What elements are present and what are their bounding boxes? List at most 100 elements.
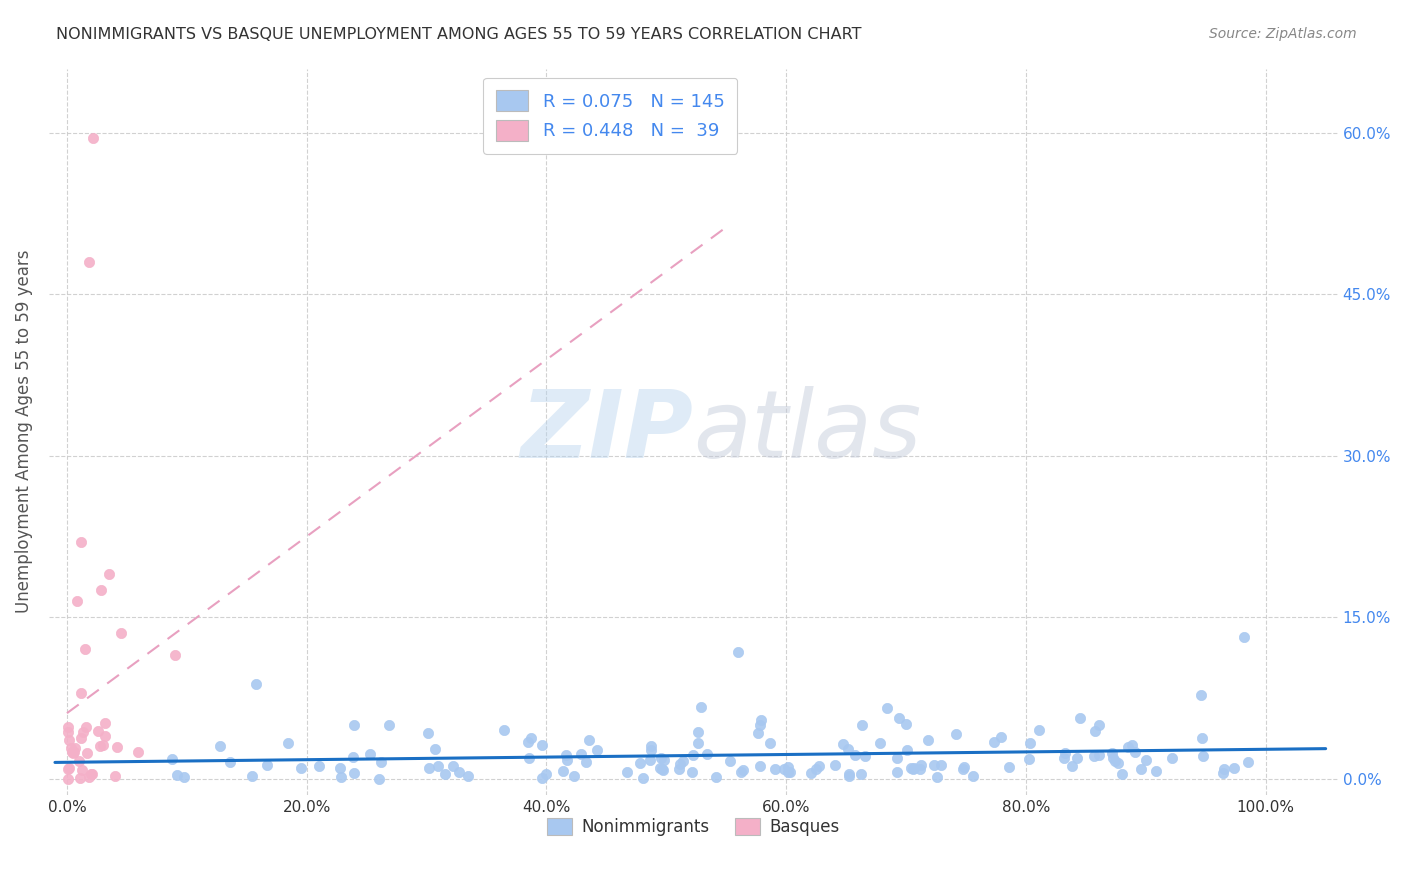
Point: [903, 761, 925, 775]
Point: [245, 677, 267, 691]
Point: [983, 735, 1005, 749]
Point: [924, 758, 946, 772]
Point: [94, 729, 117, 743]
Point: [89, 583, 111, 598]
Point: [832, 737, 855, 751]
Point: [1104, 754, 1126, 768]
Point: [492, 723, 515, 737]
Point: [208, 739, 231, 753]
Point: [758, 736, 780, 750]
Point: [86, 723, 108, 738]
Point: [56, 724, 79, 739]
Point: [779, 765, 801, 780]
Point: [901, 762, 924, 776]
Point: [886, 751, 908, 765]
Text: ZIP: ZIP: [520, 385, 693, 477]
Point: [908, 762, 931, 776]
Point: [731, 763, 754, 777]
Point: [945, 727, 967, 741]
Point: [1222, 761, 1244, 775]
Point: [56, 772, 79, 786]
Point: [704, 770, 727, 784]
Point: [418, 761, 440, 775]
Point: [1066, 751, 1088, 765]
Point: [747, 726, 769, 740]
Point: [359, 747, 381, 761]
Point: [776, 759, 799, 773]
Point: [72, 724, 94, 739]
Point: [94, 716, 117, 731]
Point: [990, 730, 1012, 744]
Point: [520, 731, 543, 746]
Point: [1118, 739, 1140, 754]
Point: [1083, 748, 1105, 763]
Point: [1233, 630, 1256, 644]
Point: [672, 754, 695, 768]
Legend: Nonimmigrants, Basques: Nonimmigrants, Basques: [538, 810, 848, 845]
Point: [89, 739, 111, 754]
Point: [844, 747, 866, 762]
Point: [530, 771, 553, 785]
Point: [869, 736, 891, 750]
Point: [652, 753, 675, 767]
Point: [77, 770, 100, 784]
Point: [240, 769, 263, 783]
Point: [530, 739, 553, 753]
Point: [681, 765, 703, 780]
Point: [569, 747, 592, 762]
Point: [876, 701, 898, 715]
Point: [82, 131, 104, 145]
Point: [900, 761, 922, 775]
Point: [60, 745, 83, 759]
Point: [70, 763, 93, 777]
Point: [378, 718, 401, 732]
Point: [1161, 751, 1184, 765]
Point: [730, 765, 752, 780]
Point: [953, 760, 976, 774]
Point: [896, 743, 918, 757]
Point: [91, 739, 114, 753]
Point: [457, 769, 479, 783]
Point: [763, 762, 786, 776]
Point: [80, 767, 103, 781]
Point: [1129, 762, 1152, 776]
Point: [630, 756, 652, 771]
Point: [631, 771, 654, 785]
Point: [886, 765, 908, 780]
Point: [1088, 717, 1111, 731]
Text: Source: ZipAtlas.com: Source: ZipAtlas.com: [1209, 27, 1357, 41]
Point: [1101, 747, 1123, 761]
Point: [749, 713, 772, 727]
Point: [668, 762, 690, 776]
Point: [70, 534, 93, 549]
Point: [749, 718, 772, 732]
Point: [553, 764, 575, 778]
Point: [1212, 765, 1234, 780]
Point: [1192, 749, 1215, 764]
Point: [441, 759, 464, 773]
Point: [894, 717, 917, 731]
Point: [63, 741, 86, 756]
Point: [534, 767, 557, 781]
Point: [962, 769, 984, 783]
Point: [853, 749, 876, 764]
Point: [1053, 751, 1076, 765]
Point: [434, 766, 457, 780]
Point: [58, 761, 80, 775]
Point: [1236, 755, 1258, 769]
Point: [277, 736, 299, 750]
Point: [58, 733, 80, 747]
Text: atlas: atlas: [693, 386, 921, 477]
Point: [1088, 747, 1111, 762]
Point: [75, 721, 97, 735]
Point: [290, 761, 312, 775]
Point: [516, 735, 538, 749]
Point: [718, 754, 741, 768]
Point: [931, 758, 953, 772]
Point: [58, 762, 80, 776]
Point: [449, 764, 471, 779]
Point: [1123, 745, 1146, 759]
Point: [1018, 752, 1040, 766]
Point: [682, 748, 704, 763]
Point: [808, 759, 831, 773]
